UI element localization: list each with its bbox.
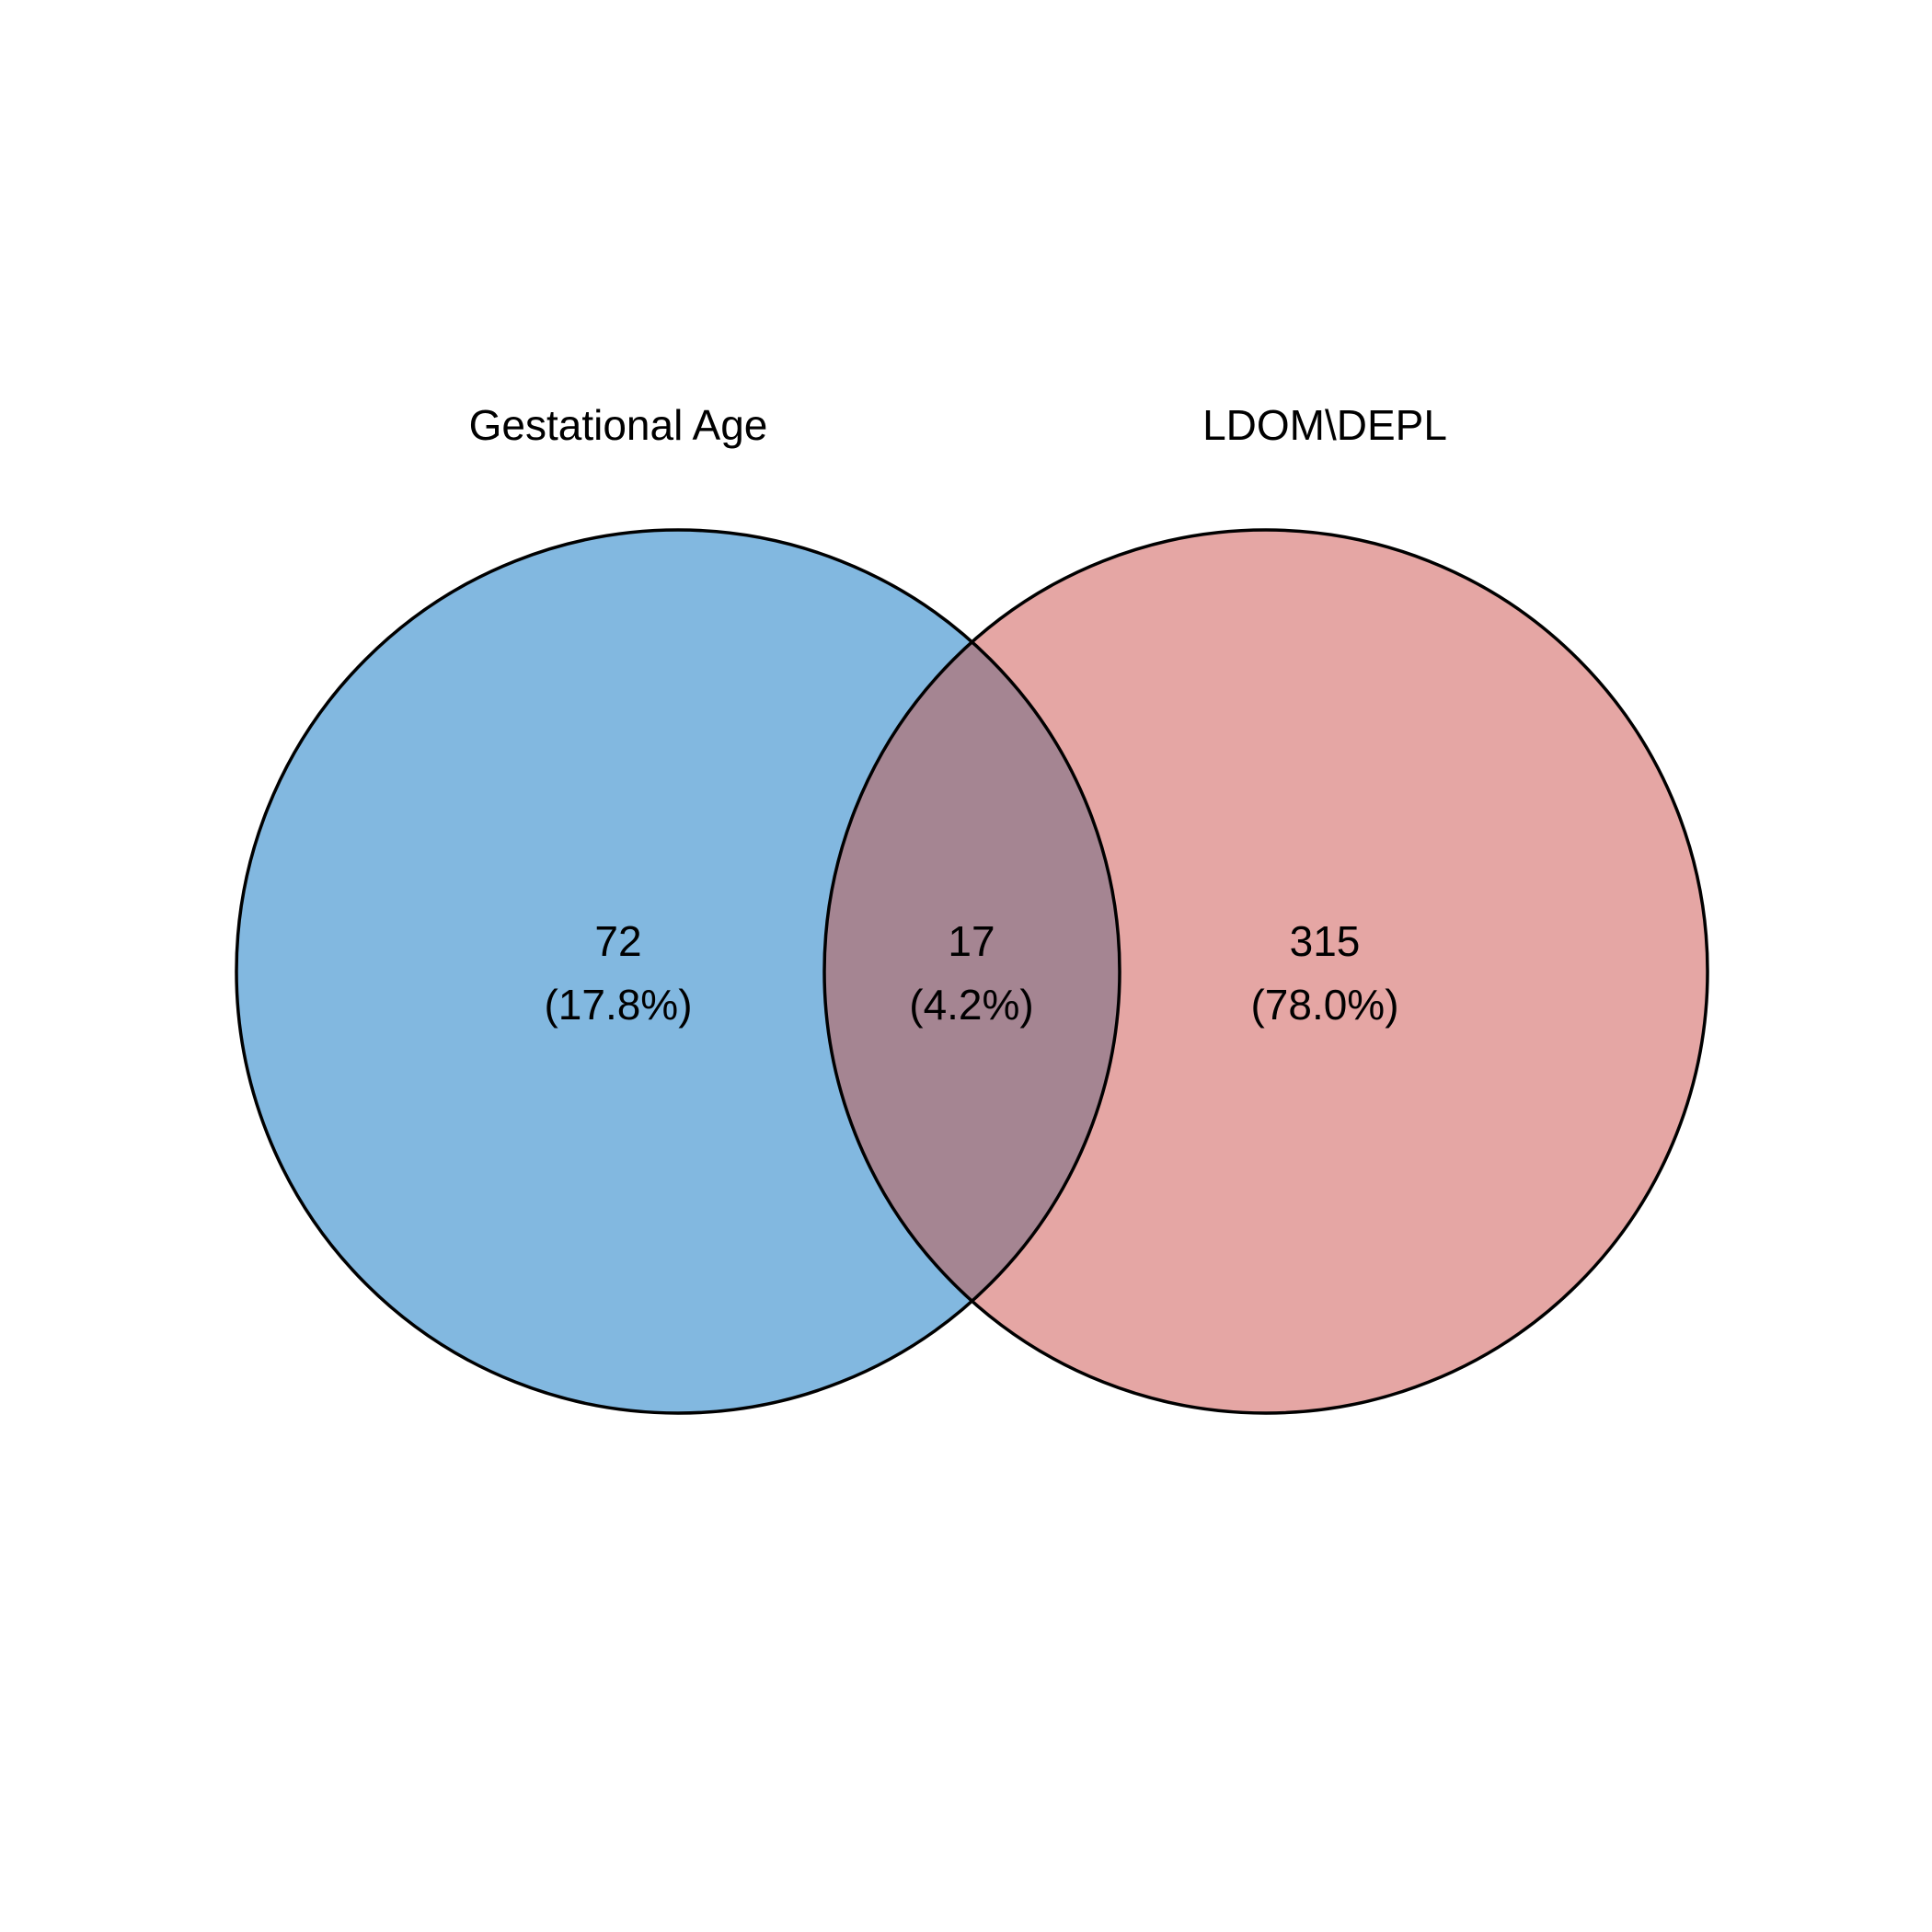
right-only-percent: (78.0%) [1250, 981, 1398, 1029]
set-outline-ldom-depl [822, 528, 1709, 1415]
set-title-gestational-age: Gestational Age [469, 401, 768, 449]
left-only-count: 72 [594, 917, 641, 965]
right-only-count: 315 [1290, 917, 1361, 965]
set-outline-gestational-age [235, 528, 1121, 1415]
overlap-count: 17 [948, 917, 995, 965]
left-only-percent: (17.8%) [544, 981, 692, 1029]
set-title-ldom-depl: LDOM\DEPL [1202, 401, 1447, 449]
overlap-region [824, 530, 1120, 1413]
overlap-percent: (4.2%) [909, 981, 1033, 1029]
